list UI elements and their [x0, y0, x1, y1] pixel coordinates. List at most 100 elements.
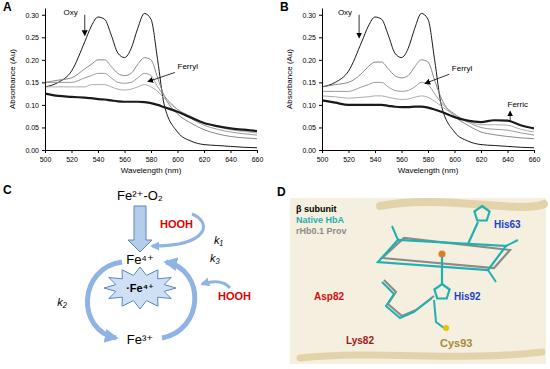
y-tick-label: 0.30	[25, 12, 39, 19]
residue-label: Asp82	[314, 291, 344, 302]
y-tick-mark	[319, 60, 322, 61]
annotation-arrow	[84, 15, 85, 35]
x-tick-mark	[481, 150, 482, 153]
panel-letter: A	[3, 0, 12, 14]
residue-label: His63	[494, 219, 521, 230]
x-tick-label: 620	[199, 156, 211, 163]
rate-constant: k₁	[214, 234, 224, 246]
x-tick-label: 640	[502, 156, 514, 163]
y-tick: 0.30	[25, 12, 45, 19]
annotation: Oxy	[64, 8, 78, 17]
y-tick-mark	[42, 82, 45, 83]
annotation: Ferryl	[452, 64, 473, 73]
x-tick: 540	[93, 150, 105, 163]
y-tick-label: 0.05	[302, 124, 316, 131]
y-tick-label: 0.25	[25, 34, 39, 41]
y-tick: 0.20	[25, 57, 45, 64]
x-tick-mark	[455, 150, 456, 153]
x-tick: 640	[502, 150, 514, 163]
sulfur	[443, 325, 449, 331]
y-tick: 0.10	[25, 102, 45, 109]
x-tick-mark	[508, 150, 509, 153]
panel-letter: D	[277, 185, 286, 199]
side-chain	[434, 300, 444, 328]
y-tick: 0.05	[302, 124, 322, 131]
reagent: HOOH	[160, 218, 193, 230]
y-tick: 0.30	[302, 12, 322, 19]
x-tick: 600	[449, 150, 461, 163]
y-axis-line	[322, 9, 323, 151]
x-tick: 520	[66, 150, 78, 163]
x-tick-mark	[204, 150, 205, 153]
y-tick-mark	[319, 105, 322, 106]
y-tick-mark	[42, 105, 45, 106]
side-chain	[468, 222, 478, 244]
y-axis: 0.000.050.100.150.200.250.30	[25, 9, 45, 154]
x-tick-mark	[375, 150, 376, 153]
y-tick: 0.15	[25, 79, 45, 86]
y-axis-line	[45, 9, 46, 151]
x-tick-mark	[72, 150, 73, 153]
spectrum-line	[45, 13, 257, 147]
feed-arrow	[152, 214, 203, 246]
y-tick-mark	[319, 127, 322, 128]
x-tick-label: 520	[66, 156, 78, 163]
block-arrow	[128, 206, 152, 252]
plot-lines	[45, 13, 257, 147]
x-tick: 520	[343, 150, 355, 163]
y-tick-mark	[42, 150, 45, 151]
y-tick-mark	[319, 150, 322, 151]
residue-label: His92	[454, 291, 481, 302]
y-tick-label: 0.20	[302, 57, 316, 64]
x-tick-label: 660	[529, 156, 541, 163]
y-tick-label: 0.25	[302, 34, 316, 41]
y-tick-label: 0.15	[302, 79, 316, 86]
ribbon	[380, 202, 544, 207]
x-tick-label: 540	[370, 156, 382, 163]
species: Fe²⁺-O₂	[117, 188, 163, 203]
annotation-arrow	[510, 112, 511, 122]
rate-constant: k₂	[57, 296, 68, 308]
x-tick-label: 500	[40, 156, 52, 163]
x-tick-label: 600	[449, 156, 461, 163]
y-tick: 0.15	[302, 79, 322, 86]
structure-title: β subunit	[296, 204, 337, 214]
x-axis-title: Wavelength (nm)	[121, 166, 182, 175]
heme-substituent	[392, 226, 518, 282]
x-tick-label: 660	[252, 156, 264, 163]
imidazole	[434, 284, 449, 299]
structure: Dβ subunitNative HbArHb0.1 ProvHis63His9…	[277, 185, 546, 364]
y-tick-mark	[42, 60, 45, 61]
side-chain	[441, 257, 443, 284]
x-tick-mark	[178, 150, 179, 153]
x-tick: 660	[252, 150, 264, 163]
annotation-arrow	[148, 72, 175, 81]
y-tick: 0.00	[302, 147, 322, 154]
y-tick-label: 0.00	[302, 147, 316, 154]
y-tick-mark	[42, 127, 45, 128]
y-tick: 0.25	[302, 34, 322, 41]
x-tick-mark	[428, 150, 429, 153]
key-label: Native HbA	[296, 215, 345, 225]
reagent: HOOH	[218, 290, 251, 302]
spectrum-line	[45, 73, 257, 135]
x-tick: 600	[172, 150, 184, 163]
plot-lines	[322, 13, 534, 147]
species: ·Fe⁴⁺	[126, 282, 154, 294]
x-axis-title: Wavelength (nm)	[398, 166, 459, 175]
structure-background	[290, 198, 546, 364]
y-tick-label: 0.15	[25, 79, 39, 86]
imidazole	[474, 206, 489, 221]
spectrum-line	[45, 94, 257, 131]
panel-letter: C	[3, 183, 12, 197]
x-tick-label: 560	[396, 156, 408, 163]
figure: 5005205405605806006206406600.000.050.100…	[0, 0, 550, 369]
y-tick: 0.05	[25, 124, 45, 131]
y-tick: 0.20	[302, 57, 322, 64]
y-tick: 0.25	[25, 34, 45, 41]
panel-letter: B	[280, 0, 289, 14]
x-tick-label: 600	[172, 156, 184, 163]
y-axis-title: Absorbance (Au)	[8, 49, 17, 109]
y-tick-mark	[319, 82, 322, 83]
x-tick: 500	[317, 150, 329, 163]
